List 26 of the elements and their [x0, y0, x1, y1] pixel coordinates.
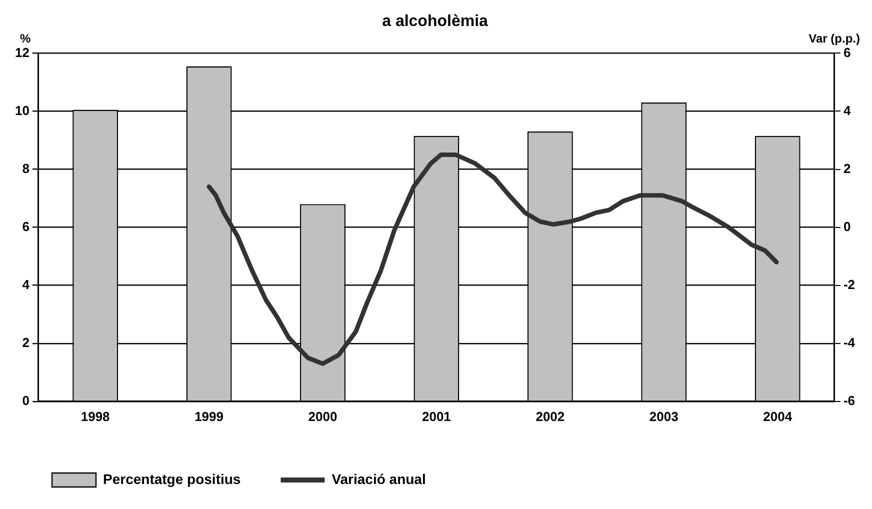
y2-tick-label: 4	[843, 102, 852, 118]
y2-tick-label: -4	[843, 334, 856, 350]
y-tick-label: 10	[14, 102, 30, 118]
y2-tick-label: 0	[843, 218, 851, 234]
x-tick-label: 1999	[194, 408, 224, 424]
x-tick-label: 2000	[308, 408, 338, 424]
chart-title: a alcoholèmia	[382, 13, 488, 30]
x-tick-label: 2004	[763, 408, 793, 424]
x-tick-label: 2003	[649, 408, 678, 424]
y2-tick-label: -6	[843, 392, 856, 408]
y-tick-label: 0	[22, 392, 30, 408]
y-axis-title: %	[20, 32, 31, 46]
x-tick-label: 1998	[80, 408, 110, 424]
y-tick-label: 6	[22, 218, 30, 234]
y2-tick-label: -2	[843, 276, 856, 292]
legend-label: Variació anual	[332, 470, 426, 487]
legend-label: Percentatge positius	[103, 470, 241, 487]
y-tick-label: 8	[22, 160, 30, 176]
x-tick-label: 2001	[422, 408, 451, 424]
y-tick-label: 2	[22, 334, 30, 350]
y2-axis-title: Var (p.p.)	[808, 32, 860, 46]
y2-tick-label: 2	[843, 160, 851, 176]
y-tick-label: 4	[22, 276, 30, 292]
x-tick-label: 2002	[536, 408, 565, 424]
y2-tick-label: 6	[843, 44, 851, 60]
y-tick-label: 12	[14, 44, 30, 60]
